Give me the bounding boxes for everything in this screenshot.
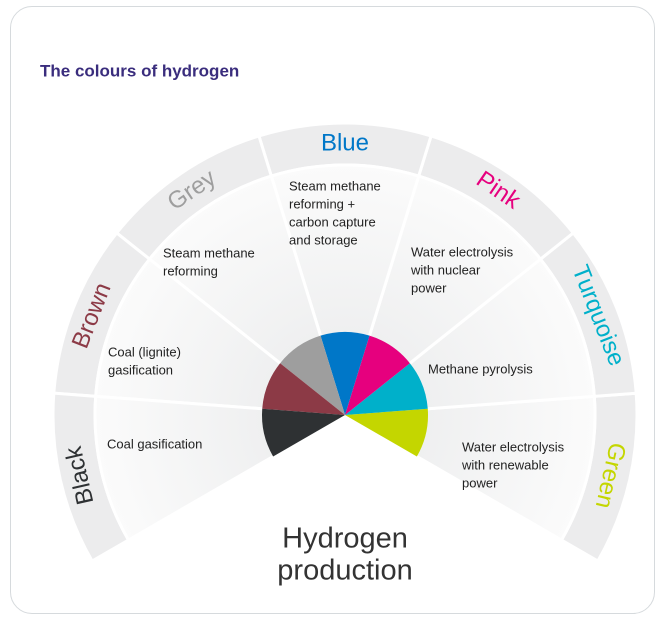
color-slice — [345, 408, 428, 457]
segment-description: gasification — [108, 362, 173, 377]
segment-description: Water electrolysis — [411, 244, 514, 259]
segment-description: power — [411, 280, 447, 295]
wedge — [269, 163, 421, 421]
segment-description: with renewable — [461, 457, 549, 472]
segment-description: carbon capture — [289, 214, 376, 229]
segment-description: and storage — [289, 232, 358, 247]
color-slice — [320, 332, 370, 415]
segment-description: reforming + — [289, 196, 355, 211]
segment-description: Water electrolysis — [462, 439, 565, 454]
center-label: Hydrogen — [282, 523, 408, 555]
segment-description: reforming — [163, 263, 218, 278]
color-slice — [262, 363, 345, 415]
color-slice — [345, 335, 410, 415]
color-slice — [345, 363, 428, 415]
segment-description: Steam methane — [289, 178, 381, 193]
segment-description: Steam methane — [163, 245, 255, 260]
color-slice — [262, 408, 345, 457]
segment-description: power — [462, 475, 498, 490]
color-slice — [280, 335, 345, 415]
segment-description: Coal gasification — [107, 436, 202, 451]
segment-description: Coal (lignite) — [108, 344, 181, 359]
title: The colours of hydrogen — [40, 61, 239, 80]
segment-name: Blue — [321, 129, 369, 156]
segment-description: Methane pyrolysis — [428, 361, 533, 376]
center-label: production — [277, 555, 412, 587]
segment-description: with nuclear — [410, 262, 481, 277]
